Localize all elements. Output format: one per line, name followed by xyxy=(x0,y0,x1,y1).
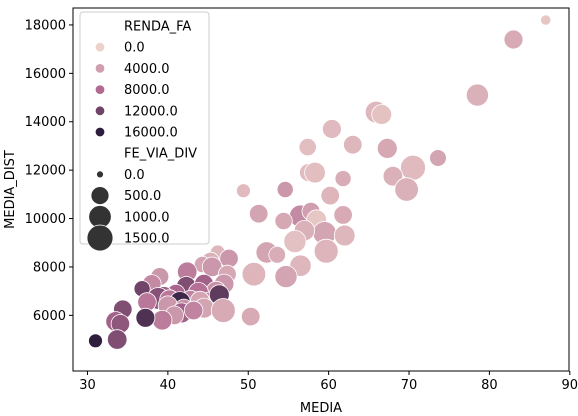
legend-size-marker xyxy=(96,170,104,179)
y-tick-label: 14000 xyxy=(25,115,66,130)
data-point xyxy=(151,310,173,331)
x-axis-label: MEDIA xyxy=(300,401,342,416)
y-tick-label: 6000 xyxy=(33,309,66,324)
x-tick-label: 30 xyxy=(79,378,96,393)
data-point xyxy=(540,14,552,26)
y-tick-label: 12000 xyxy=(25,164,66,179)
data-point xyxy=(334,170,352,188)
data-point xyxy=(333,205,353,225)
data-point xyxy=(268,246,287,264)
legend-hue-label: 4000.0 xyxy=(124,62,170,77)
data-point xyxy=(376,137,398,159)
y-tick-label: 10000 xyxy=(25,212,66,227)
x-tick-label: 80 xyxy=(481,378,498,393)
legend-hue-marker xyxy=(94,126,106,138)
data-point xyxy=(371,104,393,125)
data-point xyxy=(235,183,251,199)
data-point xyxy=(465,83,489,107)
data-point xyxy=(249,203,269,224)
data-point xyxy=(276,180,294,198)
legend-size-marker xyxy=(90,186,110,206)
legend-hue-label: 0.0 xyxy=(124,41,145,56)
y-tick-label: 18000 xyxy=(25,18,66,33)
data-point xyxy=(304,161,326,184)
data-point xyxy=(183,300,204,321)
data-point xyxy=(240,306,261,327)
data-point xyxy=(429,149,447,167)
y-tick-label: 16000 xyxy=(25,67,66,82)
data-point xyxy=(321,119,342,139)
legend-hue-label: 16000.0 xyxy=(124,126,178,141)
legend-hue-label: 8000.0 xyxy=(124,83,170,98)
data-point xyxy=(88,333,103,349)
axes: 30 40 50 60 70 80 90 6000 8000 10000 12000 14000 160… xyxy=(25,7,578,393)
x-tick-label: 60 xyxy=(320,378,337,393)
plot-frame xyxy=(72,7,570,372)
x-tick-label: 50 xyxy=(240,378,257,393)
data-point xyxy=(135,307,156,328)
data-point xyxy=(210,298,236,323)
x-tick-label: 70 xyxy=(401,378,418,393)
points-layer xyxy=(88,14,552,350)
legend-hue-marker xyxy=(94,63,106,74)
data-point xyxy=(298,138,317,157)
data-point xyxy=(274,265,298,289)
legend-size-title: FE_VIA_DIV xyxy=(124,147,197,162)
data-point xyxy=(106,329,128,350)
legend-size-marker xyxy=(86,224,114,252)
data-point xyxy=(394,177,419,202)
y-tick-label: 8000 xyxy=(33,260,66,275)
data-point xyxy=(313,238,339,264)
legend-hue-title: RENDA_FA xyxy=(124,20,191,35)
data-point xyxy=(320,185,340,206)
legend-hue-label: 12000.0 xyxy=(124,104,178,119)
legend-size-label: 1500.0 xyxy=(124,232,170,247)
legend: RENDA_FA 0.0 4000.0 8000.0 12000.0 16000.0 FE_… xyxy=(79,11,210,252)
data-point xyxy=(241,262,267,287)
legend-size-label: 500.0 xyxy=(124,189,161,204)
data-point xyxy=(274,211,293,231)
legend-size-label: 0.0 xyxy=(124,168,145,183)
legend-hue-marker xyxy=(94,84,106,95)
data-point xyxy=(400,154,426,181)
y-axis-label: MEDIA_DIST xyxy=(3,150,18,229)
data-point xyxy=(503,29,524,50)
x-tick-label: 90 xyxy=(562,378,578,393)
legend-size-label: 1000.0 xyxy=(124,210,170,225)
legend-hue-marker xyxy=(94,105,106,117)
x-tick-label: 40 xyxy=(160,378,177,393)
data-point xyxy=(343,134,363,155)
data-point xyxy=(283,229,307,253)
data-point xyxy=(333,224,356,247)
legend-box xyxy=(79,11,210,245)
legend-hue-marker xyxy=(94,42,106,53)
